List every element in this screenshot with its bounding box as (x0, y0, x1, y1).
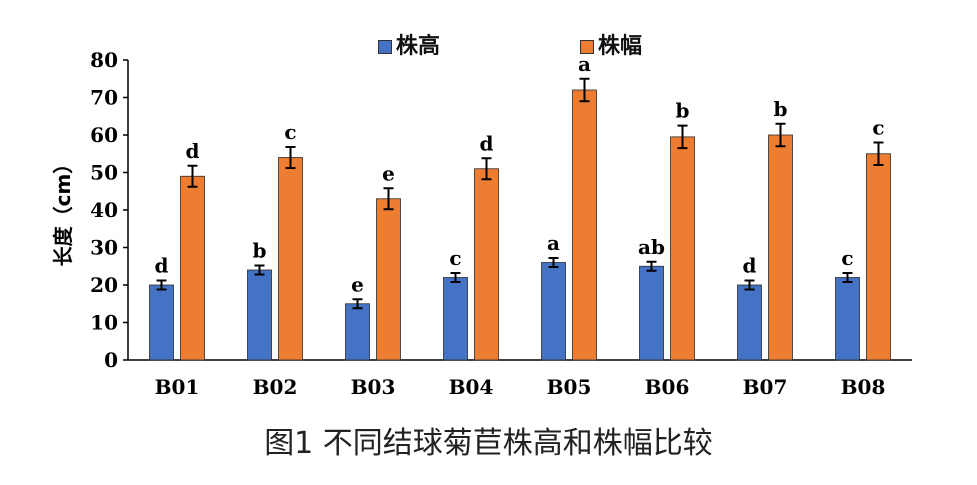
x-tick-label: B03 (351, 375, 396, 399)
legend-swatch-width (580, 40, 594, 54)
y-tick-label: 20 (90, 273, 118, 297)
bar (345, 303, 370, 361)
bar (572, 89, 597, 361)
x-tick-label: B05 (547, 375, 592, 399)
bar (737, 284, 762, 361)
x-tick-label: B06 (645, 375, 690, 399)
legend-label-width: 株幅 (598, 34, 643, 59)
chart-canvas: 0 10 20 30 40 50 60 70 80 B01 B02 B03 B04 B05 B06 B07 B0… (51, 48, 912, 399)
legend-swatch-height (378, 40, 392, 54)
bar (474, 168, 499, 361)
bar (866, 153, 891, 361)
bar (376, 198, 401, 361)
bar (670, 136, 695, 361)
x-tick-label: B07 (743, 375, 788, 399)
significance-label: d (155, 254, 169, 278)
bar (541, 262, 566, 361)
y-tick-label: 50 (90, 161, 118, 185)
significance-label: b (253, 239, 267, 263)
significance-label: a (578, 52, 591, 76)
legend-item-height: 株高 (378, 28, 440, 60)
bar (247, 269, 272, 361)
y-axis-label: 长度（cm） (51, 154, 75, 267)
y-tick-label: 0 (104, 348, 118, 372)
bar (835, 277, 860, 361)
y-axis-label-group: 长度（cm） (51, 154, 75, 267)
bar (180, 175, 205, 361)
significance-label: d (743, 254, 757, 278)
x-tick-label: B04 (449, 375, 494, 399)
y-tick-label: 40 (90, 198, 118, 222)
significance-label: c (872, 116, 884, 140)
y-tick-label: 60 (90, 123, 118, 147)
bars: d d b c e e c d a a ab b d b c c (149, 52, 891, 361)
legend-label-height: 株高 (396, 34, 441, 59)
significance-label: c (284, 120, 296, 144)
significance-label: e (382, 161, 395, 185)
significance-label: e (351, 272, 364, 296)
bar (149, 284, 174, 361)
significance-label: a (547, 231, 560, 255)
legend-item-width: 株幅 (580, 28, 642, 60)
bar (768, 134, 793, 361)
x-tick-label: B01 (155, 375, 200, 399)
significance-label: c (449, 246, 461, 270)
axes: 0 10 20 30 40 50 60 70 80 B01 B02 B03 B04 B05 B06 B07 B0… (90, 48, 912, 399)
figure-caption: 图1 不同结球菊苣株高和株幅比较 (264, 426, 713, 461)
x-tick-label: B02 (253, 375, 298, 399)
significance-label: ab (638, 235, 665, 259)
bar (639, 265, 664, 361)
y-tick-label: 10 (90, 311, 118, 335)
y-tick-label: 30 (90, 236, 118, 260)
bar (278, 157, 303, 361)
x-tick-label: B08 (841, 375, 886, 399)
y-tick-label: 80 (90, 48, 118, 72)
y-tick-label: 70 (90, 86, 118, 110)
significance-label: d (186, 139, 200, 163)
bar (443, 277, 468, 361)
significance-label: b (774, 97, 788, 121)
significance-label: d (480, 131, 494, 155)
significance-label: c (841, 246, 853, 270)
significance-label: b (676, 99, 690, 123)
